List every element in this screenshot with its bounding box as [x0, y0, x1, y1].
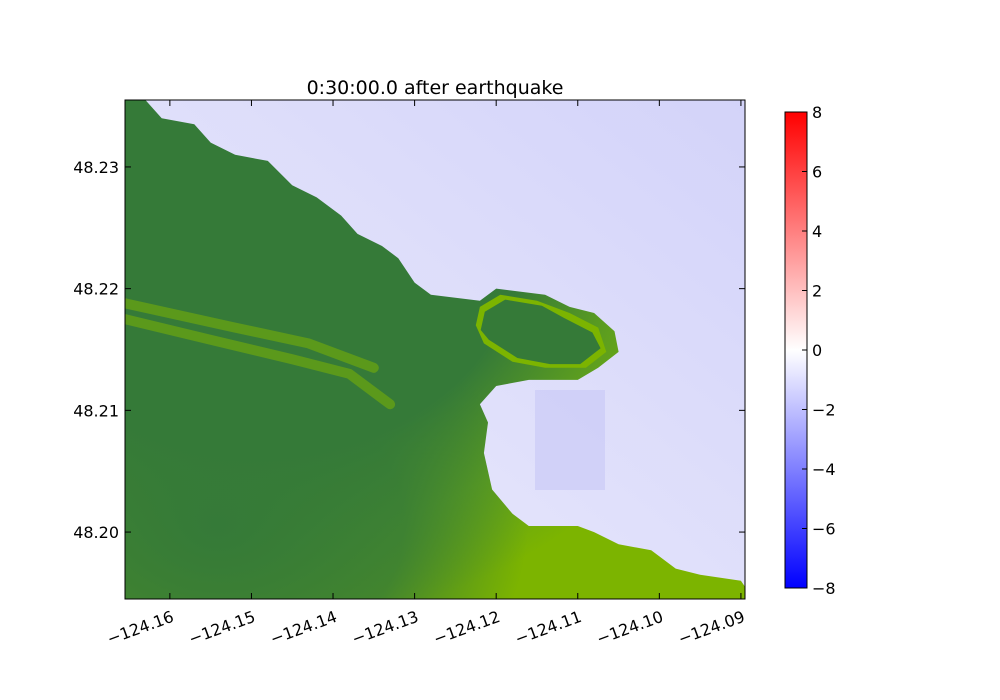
colorbar-ticks: 8 6 4 2 0 −2 −4 −6 −8: [802, 103, 836, 598]
colorbar-tick-label: 8: [812, 103, 822, 122]
land-ridge-0: [125, 314, 396, 410]
x-tick-label: −124.11: [512, 607, 584, 649]
y-tick-label: 48.23: [73, 158, 119, 177]
x-tick-label: −124.15: [186, 607, 258, 649]
chart-title: 0:30:00.0 after earthquake: [307, 77, 564, 99]
x-tick-label: −124.10: [594, 607, 666, 649]
plot-area: [125, 100, 745, 599]
plot-frame: [124, 99, 746, 600]
colorbar-tick-label: −8: [812, 579, 836, 598]
land-island: [480, 299, 601, 365]
colorbar-tick-label: −6: [812, 520, 836, 539]
colorbar: 8 6 4 2 0 −2 −4 −6 −8: [784, 103, 836, 598]
x-tick-label: −124.14: [268, 607, 340, 649]
y-tick-label: 48.20: [73, 523, 119, 542]
x-tick-label: −124.13: [349, 607, 421, 649]
y-tick-label: 48.22: [73, 280, 119, 299]
colorbar-tick-label: 2: [812, 282, 822, 301]
colorbar-tick-label: 6: [812, 163, 822, 182]
x-tick-label: −124.16: [105, 607, 177, 649]
colorbar-tick-label: −2: [812, 401, 836, 420]
land-ridge-1: [125, 298, 379, 373]
y-axis: 48.20 48.21 48.22 48.23: [73, 158, 745, 542]
colorbar-tick-label: 4: [812, 222, 822, 241]
wave-lobe: [535, 390, 605, 490]
y-tick-label: 48.21: [73, 401, 119, 420]
colorbar-tick-label: 0: [812, 341, 822, 360]
x-tick-label: −124.09: [676, 607, 748, 649]
land-layer: [125, 100, 745, 599]
land-lowland-shade: [125, 100, 745, 599]
x-tick-label: −124.12: [431, 607, 503, 649]
colorbar-tick-label: −4: [812, 460, 836, 479]
